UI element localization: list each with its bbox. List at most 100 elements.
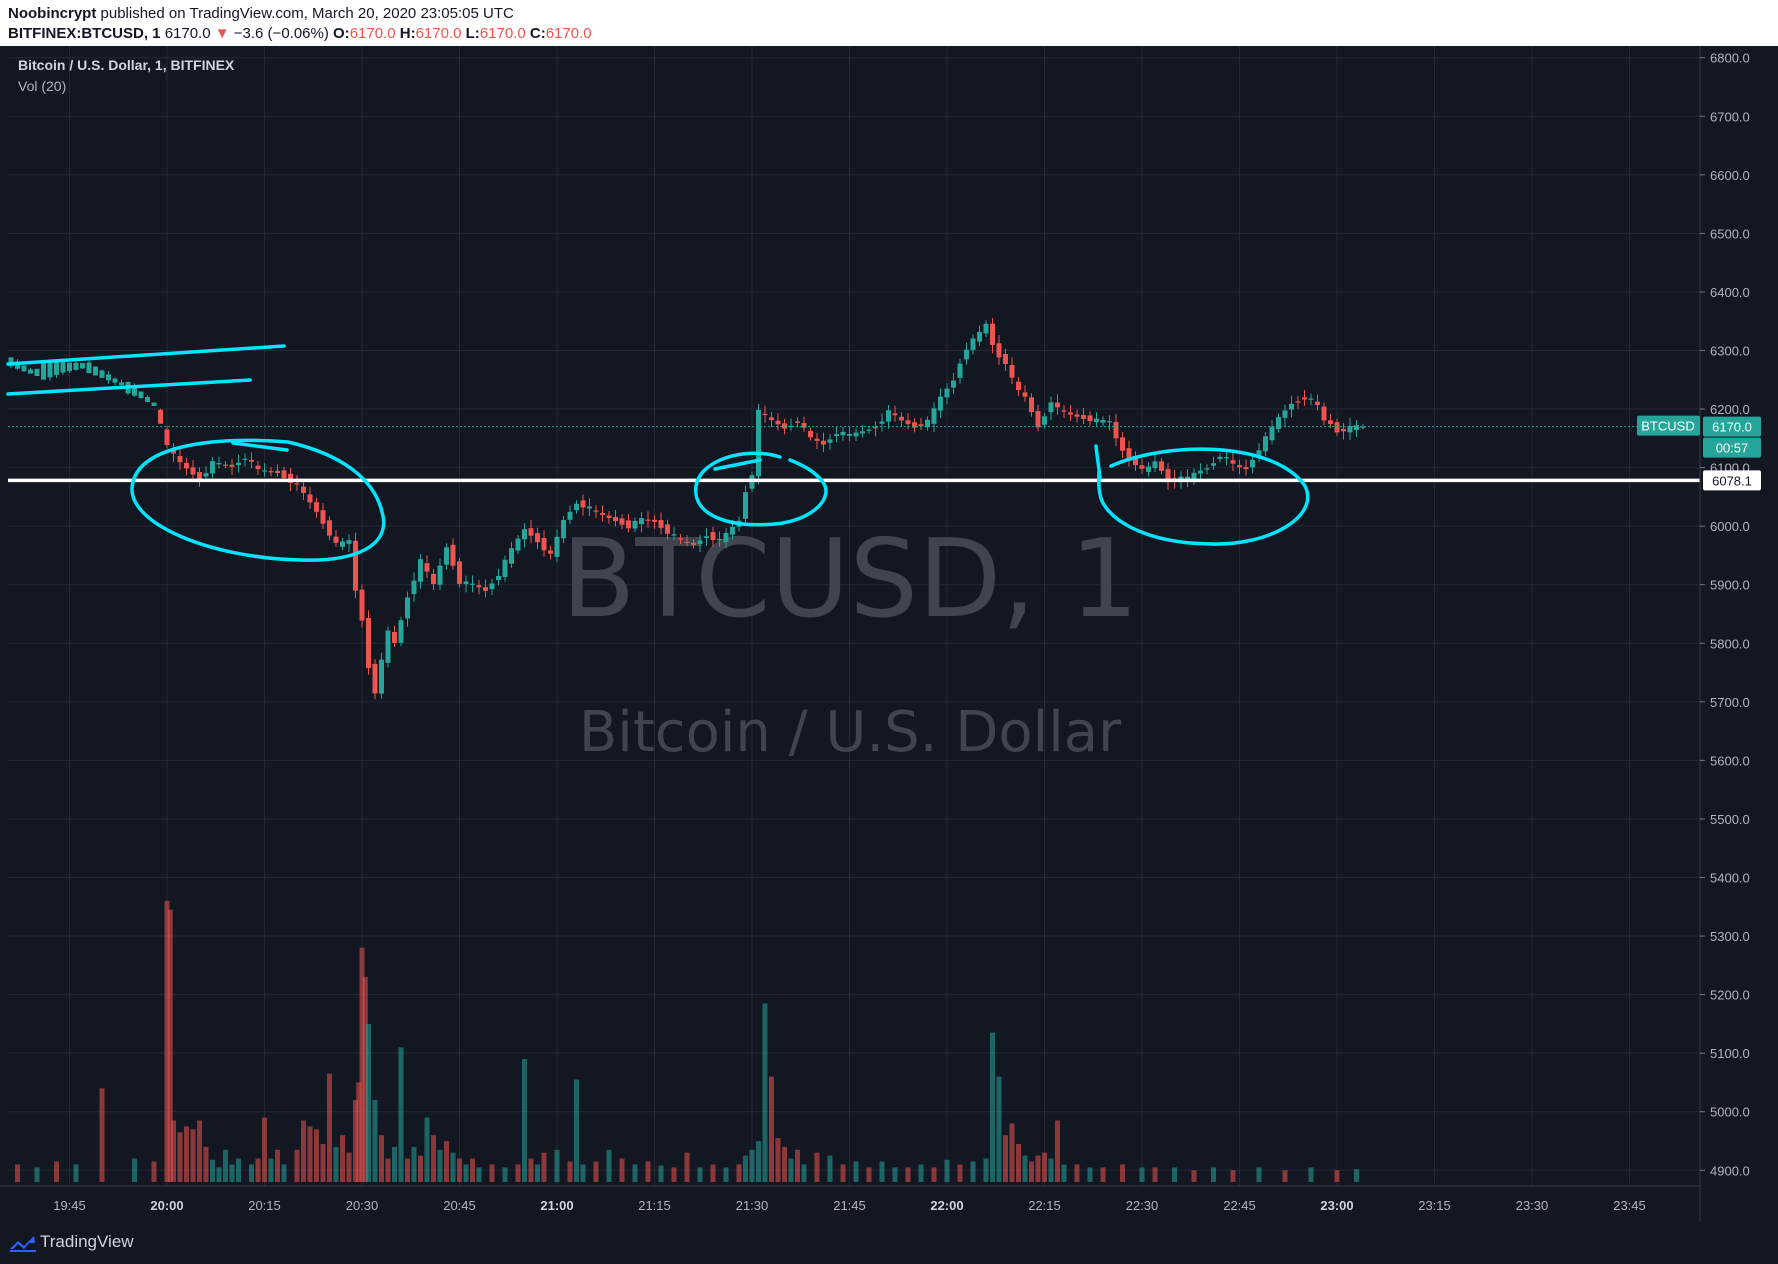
volume-bar: [392, 1146, 397, 1182]
volume-bar: [671, 1167, 677, 1182]
candle-body: [795, 421, 800, 423]
chart-area[interactable]: BTCUSD, 1 Bitcoin / U.S. Dollar 6800.0 67…: [0, 46, 1778, 1222]
volume-bar: [1334, 1170, 1340, 1182]
candle-body: [1341, 428, 1346, 432]
volume-bar: [1308, 1167, 1314, 1182]
candle-body: [652, 519, 657, 522]
volume-bar: [1003, 1135, 1008, 1182]
candle-body: [288, 473, 293, 483]
author-name[interactable]: Noobincrypt: [8, 5, 97, 22]
candle-body: [21, 365, 27, 372]
price-tick-label: 6500.0: [1710, 226, 1750, 241]
volume-bar: [892, 1167, 898, 1182]
volume-bar: [723, 1167, 729, 1182]
volume-bar: [171, 1120, 176, 1182]
circle-annotation-right[interactable]: [1097, 447, 1310, 546]
volume-bar: [255, 1158, 261, 1182]
candle-body: [801, 423, 807, 428]
candle-body: [54, 361, 59, 375]
volume-bar: [522, 1059, 527, 1182]
price-tick-label: 5900.0: [1710, 578, 1750, 593]
time-tick-label: 20:15: [248, 1198, 281, 1213]
tradingview-logo-icon[interactable]: [8, 1233, 38, 1253]
low-label: L:: [465, 25, 480, 42]
volume-bar: [580, 1164, 586, 1182]
last-price: 6170.0: [164, 25, 211, 42]
volume-bar: [216, 1167, 222, 1182]
publish-info: Noobincrypt published on TradingView.com…: [8, 5, 514, 22]
candle-body: [977, 331, 982, 342]
circle-annotation-middle[interactable]: [694, 451, 828, 527]
candle-body: [496, 575, 501, 581]
price-tick-label: 5400.0: [1710, 871, 1750, 886]
volume-bar: [1042, 1152, 1047, 1182]
trend-line-lower[interactable]: [6, 378, 252, 396]
candle-body: [723, 533, 729, 543]
volume-bar: [749, 1149, 755, 1182]
symbol-tag-background: [1637, 415, 1700, 436]
volume-bar: [710, 1164, 716, 1182]
candle-body: [314, 502, 319, 512]
candle-body: [80, 363, 85, 369]
price-tick-label: 6700.0: [1710, 109, 1750, 124]
candle-body: [1094, 418, 1099, 423]
down-arrow-icon: ▼: [214, 25, 230, 42]
volume-bar: [554, 1149, 560, 1182]
candle-body: [1042, 416, 1047, 425]
candle-body: [405, 597, 410, 619]
candle-body: [1230, 460, 1236, 464]
trend-line-upper[interactable]: [6, 344, 286, 366]
price-tick-label: 6800.0: [1710, 51, 1750, 66]
time-axis[interactable]: 19:45 20:00 20:15 20:30 20:45 21:00 21:15 21:30…: [53, 1198, 1646, 1213]
candle-body: [879, 421, 885, 424]
volume-bar: [294, 1149, 300, 1182]
candle-body: [697, 540, 703, 544]
candle-body: [860, 431, 865, 434]
candle-body: [249, 459, 254, 462]
candle-body: [301, 486, 306, 493]
candle-body: [359, 589, 365, 621]
candle-body: [502, 559, 508, 577]
candle-body: [106, 374, 111, 381]
volume-bar: [931, 1167, 937, 1182]
candle-body: [119, 382, 124, 385]
candle-body: [600, 513, 605, 515]
candle-body: [840, 431, 846, 436]
candle-body: [353, 540, 358, 591]
volume-bar: [15, 1164, 20, 1182]
volume-bar: [346, 1152, 352, 1182]
circle-annotation-left-tail[interactable]: [231, 441, 289, 452]
tradingview-brand[interactable]: TradingView: [40, 1232, 134, 1251]
volume-bar: [424, 1117, 430, 1182]
circle-annotation-middle-tail[interactable]: [713, 458, 762, 471]
candle-body: [184, 462, 189, 469]
volume-bar: [327, 1073, 332, 1182]
time-tick-label: 22:00: [930, 1198, 963, 1213]
candle-body: [255, 465, 261, 470]
volume-bar: [99, 1088, 105, 1182]
candle-body: [1146, 466, 1151, 472]
candle-body: [470, 583, 475, 585]
candle-body: [743, 492, 748, 519]
circle-annotation-right-tail[interactable]: [1094, 444, 1102, 480]
volume-bar: [983, 1158, 989, 1182]
price-chart[interactable]: BTCUSD, 1 Bitcoin / U.S. Dollar 6800.0 67…: [0, 46, 1778, 1222]
volume-bar: [167, 909, 173, 1182]
candle-body: [41, 363, 46, 380]
candle-body: [632, 520, 638, 529]
candle-body: [1133, 456, 1138, 466]
volume-bar: [1100, 1167, 1106, 1182]
candle-body: [411, 580, 417, 595]
volume-bar: [1022, 1155, 1028, 1182]
time-tick-label: 23:45: [1613, 1198, 1646, 1213]
candle-body: [522, 529, 527, 540]
drawn-annotations[interactable]: [6, 344, 1310, 562]
last-price-tag: 6170.0: [1712, 420, 1752, 435]
volume-bar: [1152, 1167, 1158, 1182]
time-tick-label: 21:15: [638, 1198, 671, 1213]
candle-body: [164, 429, 170, 446]
volume-bar: [606, 1149, 612, 1182]
circle-annotation-left[interactable]: [130, 438, 386, 562]
candle-body: [1204, 468, 1210, 470]
volume-bar: [515, 1164, 521, 1182]
